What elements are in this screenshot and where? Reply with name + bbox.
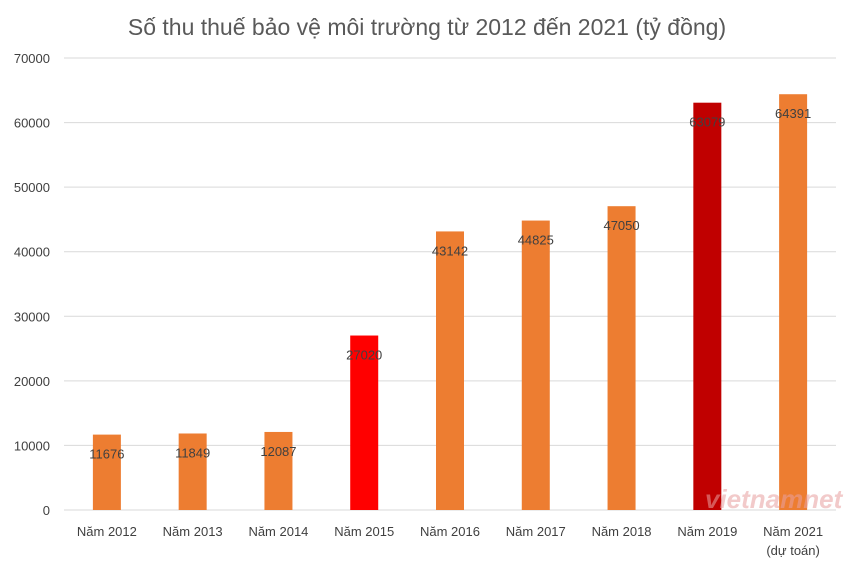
x-tick-label: Năm 2019 — [677, 524, 737, 539]
data-label: 63079 — [689, 115, 725, 130]
x-tick-label: Năm 2018 — [592, 524, 652, 539]
y-tick-label: 10000 — [14, 438, 50, 453]
chart-title: Số thu thuế bảo vệ môi trường từ 2012 đế… — [128, 14, 726, 40]
data-label: 27020 — [346, 348, 382, 363]
y-tick-label: 40000 — [14, 245, 50, 260]
x-tick-label: Năm 2013 — [163, 524, 223, 539]
bar — [779, 94, 808, 511]
x-tick-label: Năm 2014 — [248, 524, 308, 539]
y-tick-label: 30000 — [14, 309, 50, 324]
data-label: 47050 — [603, 218, 639, 233]
data-label: 43142 — [432, 243, 468, 258]
y-tick-label: 60000 — [14, 116, 50, 131]
x-tick-label: Năm 2016 — [420, 524, 480, 539]
bars — [92, 94, 808, 511]
data-label: 11849 — [175, 445, 210, 460]
data-label: 44825 — [518, 233, 554, 248]
y-axis-ticks: 0 10000 20000 30000 40000 50000 60000 70000 — [14, 51, 50, 518]
x-tick-label: Năm 2015 — [334, 524, 394, 539]
y-tick-label: 50000 — [14, 180, 50, 195]
x-tick-label: Năm 2012 — [77, 524, 137, 539]
x-tick-label: Năm 2017 — [506, 524, 566, 539]
bar — [350, 335, 379, 510]
bar — [607, 206, 636, 511]
x-axis-ticks: Năm 2012 Năm 2013 Năm 2014 Năm 2015 Năm 2016… — [77, 524, 823, 558]
y-tick-label: 0 — [43, 503, 50, 518]
bar — [264, 431, 293, 510]
x-tick-label: Năm 2021 (dự toán) — [763, 524, 823, 558]
data-label: 64391 — [775, 106, 811, 121]
bar — [521, 220, 550, 510]
data-label: 11676 — [89, 447, 124, 462]
bar — [436, 231, 464, 510]
data-labels: 11676 11849 12087 27020 43142 44825 47050 63079… — [89, 106, 811, 461]
y-tick-label: 20000 — [14, 374, 50, 389]
y-tick-label: 70000 — [14, 51, 50, 66]
bar — [92, 434, 121, 510]
bar — [693, 102, 722, 511]
watermark-logo: vietnamnet — [705, 484, 844, 514]
data-label: 12087 — [260, 444, 296, 459]
bar — [178, 433, 207, 510]
